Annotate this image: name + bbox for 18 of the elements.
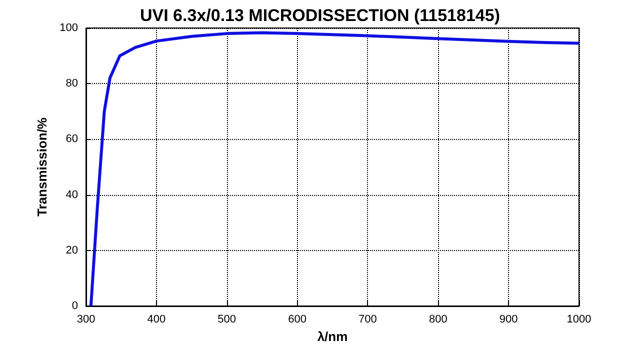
y-tick-label: 100 [60,22,78,34]
y-tick-label: 20 [66,244,78,256]
line-series [89,31,580,308]
y-tick-label: 0 [72,300,78,312]
x-tick-label: 600 [288,314,306,326]
x-tick-label: 300 [76,314,96,326]
y-tick-label: 40 [66,188,78,201]
y-axis-title: Transmission/% [34,117,50,216]
x-tick-label: 500 [218,314,236,326]
x-tick-label: 900 [499,314,518,326]
y-tick-label: 80 [66,78,78,90]
x-tick-label: 800 [428,314,448,326]
x-axis-title: λ/nm [317,328,348,344]
y-tick-label: 60 [66,133,78,146]
chart-title: UVI 6.3x/0.13 MICRODISSECTION (11518145) [140,6,500,25]
x-tick-label: 400 [147,314,166,326]
x-tick-label: 700 [358,314,377,326]
x-tick-label: 1000 [566,314,592,326]
